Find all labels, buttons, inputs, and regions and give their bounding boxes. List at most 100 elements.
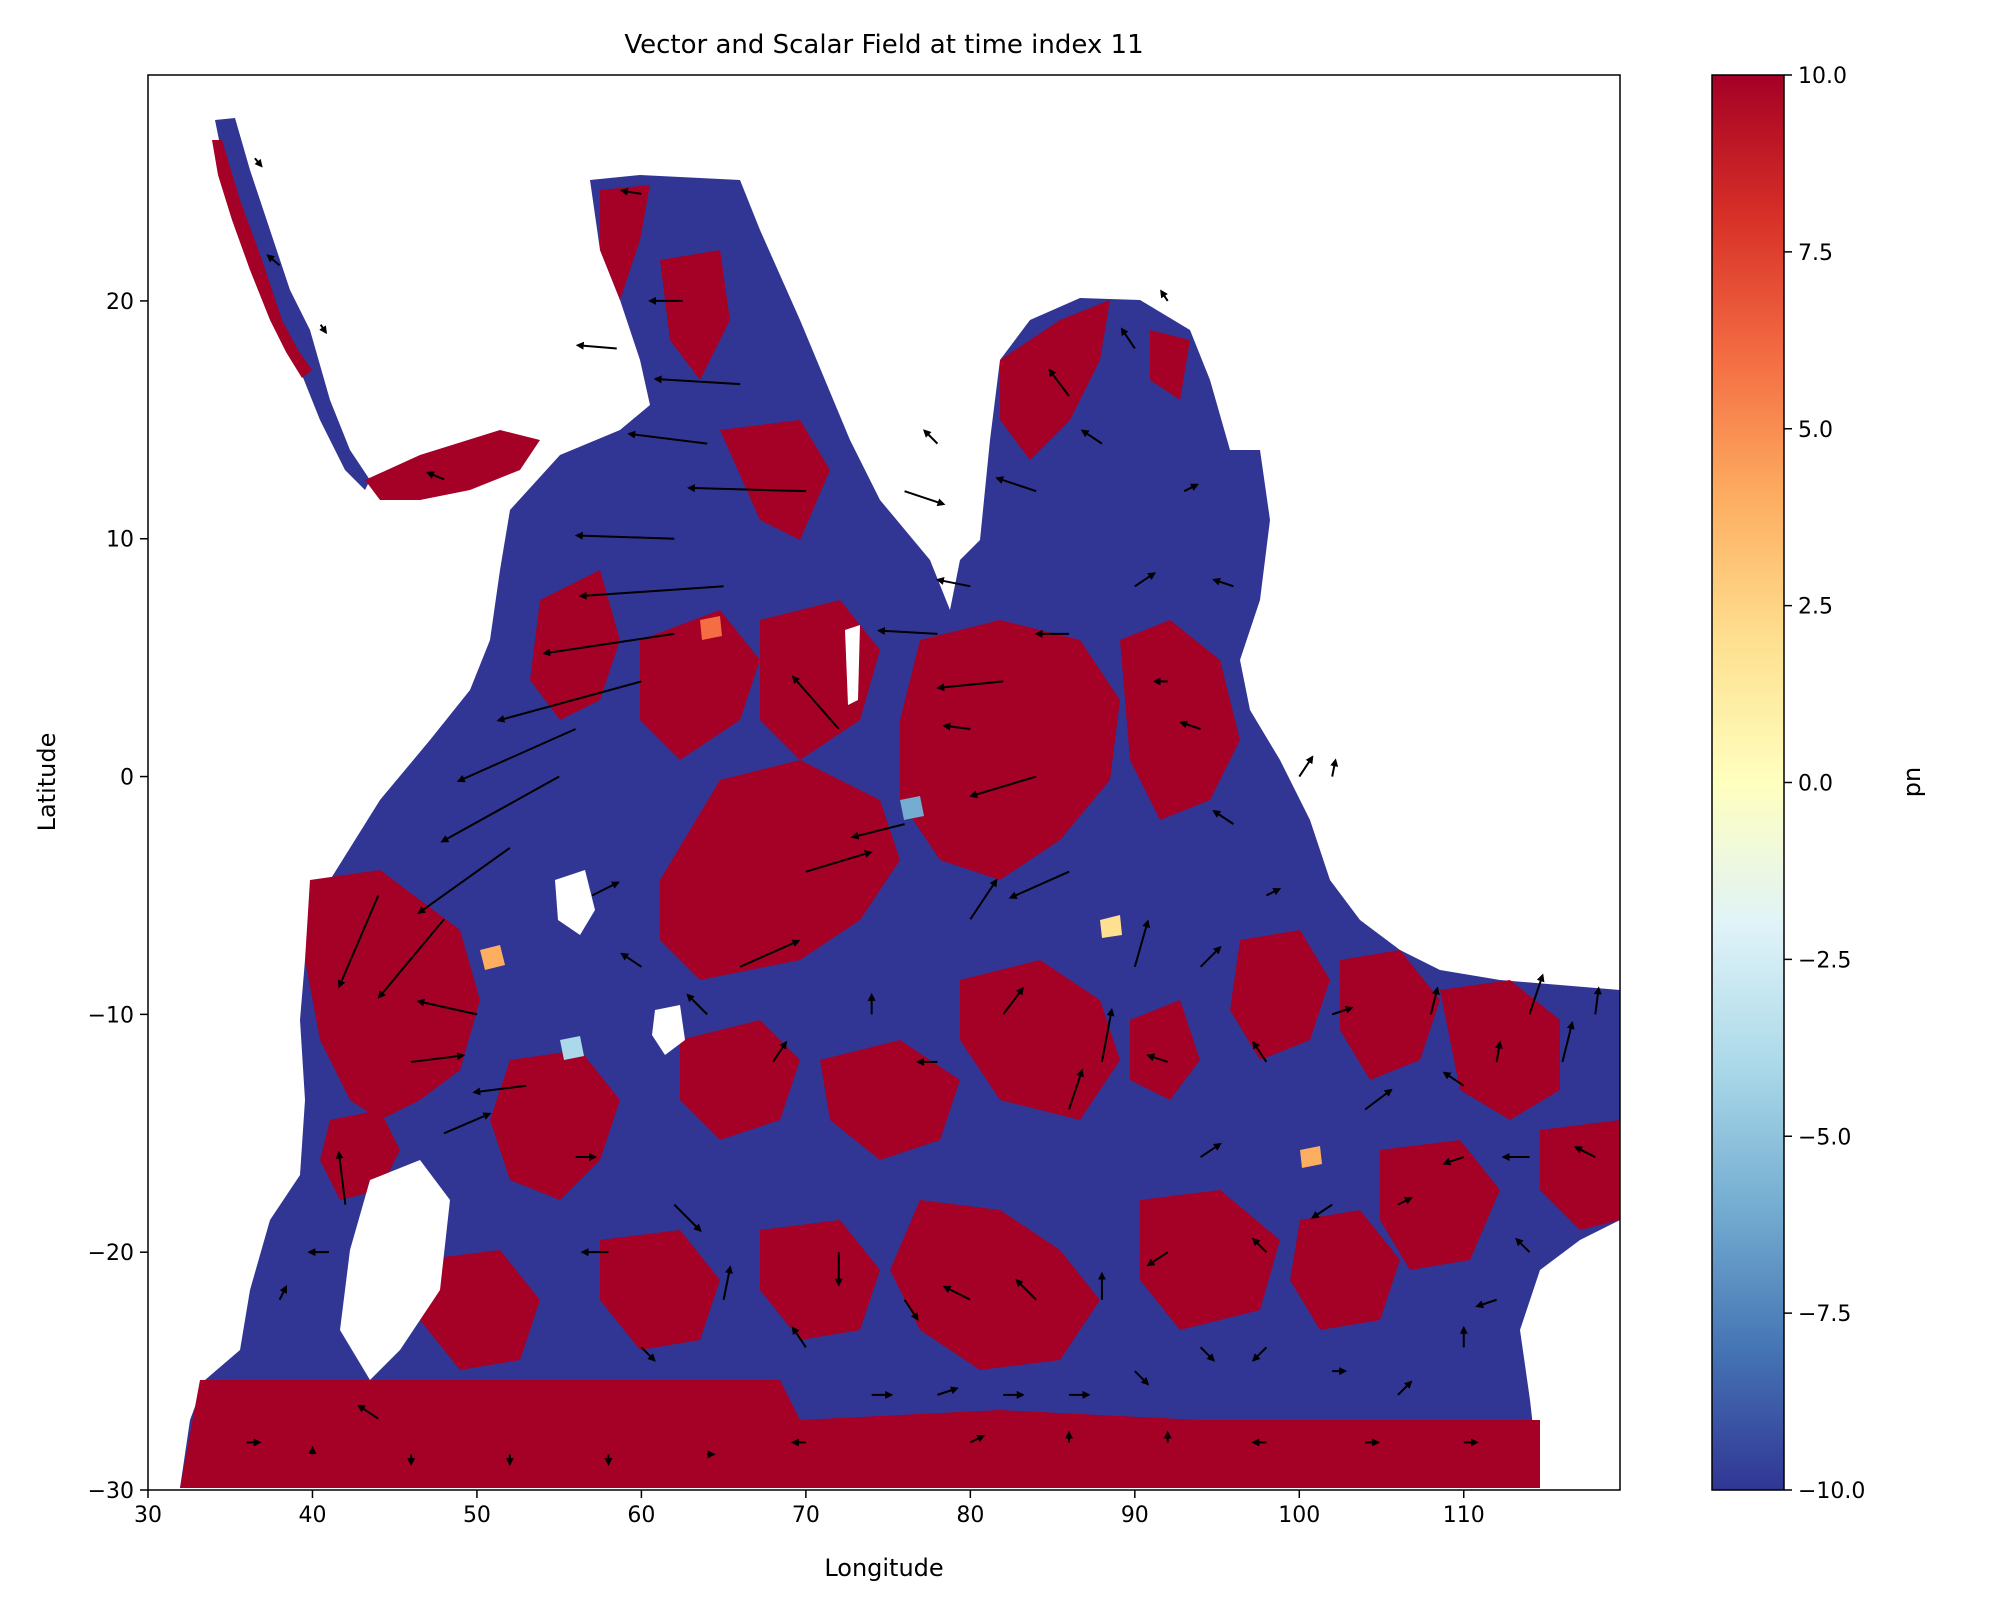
vector-arrow [591,881,620,897]
x-axis-label: Longitude [824,1554,943,1582]
vector-arrow [903,1299,919,1321]
vector-arrow [416,998,478,1016]
vector-arrow [1212,810,1235,825]
vector-arrow [969,775,1037,799]
vector-arrow [969,1435,986,1444]
field-region-high-27 [1290,1210,1400,1330]
vector-arrow [1442,1071,1465,1087]
field-region-high-3 [660,250,730,380]
vector-arrow [496,680,642,723]
field-region-high-4 [720,420,830,540]
field-region-high-23 [1540,1120,1620,1230]
vector-arrow [1002,986,1024,1015]
vector-arrow [1120,327,1136,350]
vector-arrow [791,675,840,730]
vector-arrow [1146,1251,1169,1267]
vector-arrow [443,1112,492,1135]
field-region-high-26 [1140,1190,1280,1330]
vector-arrow [627,430,708,445]
x-tick-label: 100 [1278,1503,1320,1528]
vector-arrow [1475,1298,1497,1309]
vector-arrow [278,1284,287,1301]
colorbar-tick-label: 2.5 [1798,595,1833,620]
colorbar-label: pn [1898,767,1926,797]
vector-arrow [335,1150,347,1205]
y-tick-label: 20 [106,290,134,315]
field-gap-3 [652,1005,685,1055]
field-region-high-12 [1120,620,1240,820]
x-tick-label: 60 [627,1503,655,1528]
field-region-high-21 [1340,950,1440,1080]
vector-arrow [791,1326,807,1348]
field-region-northwest-strip [215,118,370,490]
colorbar [1711,74,1785,1491]
vector-arrow [1265,888,1282,897]
vector-arrow [1330,758,1339,777]
colorbar-tick-label: −5.0 [1798,1125,1851,1150]
vector-arrow [1179,720,1201,730]
vector-arrow [377,918,445,999]
vector-arrow [1397,1197,1413,1206]
vector-arrow [904,490,946,507]
vector-arrow [1515,1237,1531,1253]
field-region-high-29 [420,1250,540,1370]
y-tick-label: −10 [88,1003,134,1028]
vector-arrow [1015,1278,1037,1301]
vector-arrow [935,577,971,588]
colorbar-tick-label: 10.0 [1798,64,1847,89]
vector-arrow [319,324,328,335]
colorbar-tick-label: −7.5 [1798,1302,1851,1327]
colorbar-tick-label: −10.0 [1798,1479,1865,1504]
field-region-high-17 [820,1040,960,1160]
vector-arrow [640,1346,656,1362]
vector-arrow [1561,1020,1575,1063]
vector-arrow [266,254,281,267]
y-tick-label: 0 [120,766,134,791]
field-region-high-24 [1380,1140,1500,1270]
field-region-northwest-red [212,140,312,378]
x-tick-label: 80 [956,1503,984,1528]
field-region-mid-3 [560,1036,584,1060]
vector-arrow [1134,572,1156,588]
field-region-mid-2 [1100,915,1122,938]
vector-arrow [1397,1380,1413,1396]
vector-arrow [575,341,617,350]
vector-arrow [1251,1237,1268,1253]
chart-title: Vector and Scalar Field at time index 11 [624,30,1143,60]
vector-arrow [722,1265,733,1300]
x-tick-label: 50 [463,1503,491,1528]
field-region-high-30 [600,1230,720,1350]
y-axis: −30 −20 −10 0 10 20 [88,290,148,1504]
vector-arrow [1146,1053,1169,1063]
vector-arrow [619,187,642,196]
field-region-mid-6 [700,616,722,640]
vector-arrow [1133,919,1151,968]
field-region-mid-1 [480,945,505,970]
vector-arrow [1442,1156,1465,1166]
vector-arrow [1528,973,1545,1015]
vector-arrow [578,585,724,600]
field-region-high-11 [900,620,1120,880]
vector-arrow [411,1052,466,1063]
vector-arrow [1008,870,1070,899]
vector-arrow [942,722,971,731]
vector-arrow [876,626,938,635]
vector-arrow [1574,1146,1596,1158]
field-region-high-10 [660,760,900,980]
vector-arrow [1200,1142,1222,1158]
vector-arrow [472,1084,527,1096]
field-gap-1 [340,1160,450,1380]
vector-arrow [1298,755,1314,778]
vector-arrow [1311,1203,1333,1219]
colorbar-tick-label: 7.5 [1798,241,1833,266]
x-axis: 30 40 50 60 70 80 90 100 110 [134,1490,1485,1528]
vector-arrow [1134,1370,1150,1386]
field-region-high-25 [890,1200,1100,1370]
vector-arrow [1048,368,1070,397]
vector-arrow [1252,1040,1268,1063]
vector-arrow [673,1203,702,1233]
vector-arrow [995,476,1037,493]
vector-arrow [1212,577,1234,588]
vector-arrow [1251,1346,1268,1362]
